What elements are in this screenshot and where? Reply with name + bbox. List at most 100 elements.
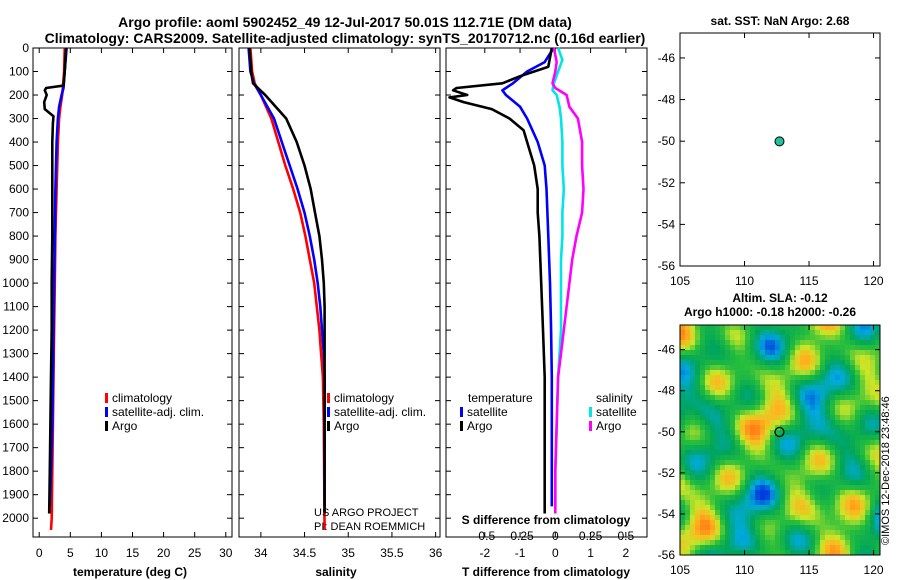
sla-cell bbox=[705, 390, 711, 396]
sla-cell bbox=[680, 390, 686, 396]
sla-cell bbox=[695, 510, 701, 516]
sla-cell bbox=[710, 540, 716, 546]
sla-cell bbox=[775, 415, 781, 421]
sla-cell bbox=[810, 550, 816, 556]
sla-cell bbox=[855, 460, 861, 466]
sla-map-title-line1: Altim. SLA: -0.12 bbox=[732, 291, 828, 305]
sla-cell bbox=[680, 380, 686, 386]
y-tick-label: 400 bbox=[9, 135, 29, 149]
sla-cell bbox=[835, 445, 841, 451]
sla-cell bbox=[835, 520, 841, 526]
sla-cell bbox=[785, 460, 791, 466]
sla-cell bbox=[795, 370, 801, 376]
sla-cell bbox=[810, 470, 816, 476]
sla-cell bbox=[860, 515, 866, 521]
sla-cell bbox=[785, 380, 791, 386]
sla-cell bbox=[710, 530, 716, 536]
series-line-argo bbox=[248, 47, 326, 514]
sla-cell bbox=[700, 410, 706, 416]
sla-cell bbox=[690, 465, 696, 471]
sla-cell bbox=[810, 330, 816, 336]
sla-cell bbox=[825, 470, 831, 476]
sla-cell bbox=[710, 475, 716, 481]
sla-cell bbox=[695, 375, 701, 381]
sla-cell bbox=[730, 360, 736, 366]
sla-cell bbox=[750, 450, 756, 456]
sla-cell bbox=[835, 430, 841, 436]
sla-cell bbox=[750, 445, 756, 451]
sla-cell bbox=[720, 465, 726, 471]
sla-cell bbox=[830, 425, 836, 431]
sla-cell bbox=[680, 340, 686, 346]
sla-cell bbox=[785, 370, 791, 376]
sla-cell bbox=[825, 340, 831, 346]
sla-cell bbox=[700, 420, 706, 426]
sla-cell bbox=[690, 480, 696, 486]
sla-cell bbox=[830, 525, 836, 531]
sla-cell bbox=[840, 545, 846, 551]
sla-cell bbox=[800, 520, 806, 526]
sla-cell bbox=[840, 455, 846, 461]
sla-cell bbox=[700, 535, 706, 541]
sla-cell bbox=[725, 465, 731, 471]
sla-cell bbox=[760, 510, 766, 516]
sla-cell bbox=[815, 420, 821, 426]
sla-cell bbox=[715, 500, 721, 506]
sla-cell bbox=[770, 340, 776, 346]
sla-cell bbox=[870, 480, 876, 486]
sla-cell bbox=[825, 410, 831, 416]
sla-cell bbox=[685, 410, 691, 416]
sla-cell bbox=[735, 365, 741, 371]
sla-cell bbox=[870, 540, 876, 546]
sla-cell bbox=[770, 355, 776, 361]
sla-cell bbox=[845, 375, 851, 381]
sla-cell bbox=[835, 365, 841, 371]
sla-cell bbox=[750, 530, 756, 536]
sla-cell bbox=[680, 550, 686, 556]
sla-cell bbox=[795, 395, 801, 401]
salinity-plot: 34 34.5 35 35.5 36 bbox=[239, 47, 443, 560]
sla-cell bbox=[865, 465, 871, 471]
sla-cell bbox=[870, 400, 876, 406]
sla-cell bbox=[845, 475, 851, 481]
sla-cell bbox=[875, 410, 881, 416]
sla-cell bbox=[790, 420, 796, 426]
sla-cell bbox=[855, 410, 861, 416]
sla-cell bbox=[830, 355, 836, 361]
sla-cell bbox=[780, 465, 786, 471]
sla-cell bbox=[830, 550, 836, 556]
sla-cell bbox=[735, 495, 741, 501]
sla-cell bbox=[865, 425, 871, 431]
sla-cell bbox=[770, 405, 776, 411]
sla-cell bbox=[805, 450, 811, 456]
sla-cell bbox=[840, 540, 846, 546]
sla-cell bbox=[755, 405, 761, 411]
sla-cell bbox=[765, 520, 771, 526]
sla-cell bbox=[825, 515, 831, 521]
sla-cell bbox=[855, 385, 861, 391]
sla-cell bbox=[795, 345, 801, 351]
sla-cell bbox=[695, 465, 701, 471]
sla-cell bbox=[755, 440, 761, 446]
sla-cell bbox=[815, 435, 821, 441]
sla-cell bbox=[750, 350, 756, 356]
sla-cell bbox=[695, 370, 701, 376]
sla-cell bbox=[870, 435, 876, 441]
y-tick-label: -54 bbox=[658, 507, 676, 521]
sla-cell bbox=[710, 375, 716, 381]
sla-cell bbox=[870, 355, 876, 361]
sla-cell bbox=[815, 330, 821, 336]
sla-cell bbox=[850, 380, 856, 386]
sla-cell bbox=[745, 410, 751, 416]
sla-cell bbox=[700, 450, 706, 456]
sla-cell bbox=[845, 420, 851, 426]
sla-cell bbox=[700, 355, 706, 361]
sla-cell bbox=[740, 360, 746, 366]
sla-cell bbox=[845, 390, 851, 396]
sla-cell bbox=[805, 490, 811, 496]
sla-cell bbox=[720, 405, 726, 411]
sla-cell bbox=[780, 325, 786, 331]
sla-cell bbox=[785, 385, 791, 391]
sla-cell bbox=[835, 400, 841, 406]
sla-cell bbox=[705, 460, 711, 466]
